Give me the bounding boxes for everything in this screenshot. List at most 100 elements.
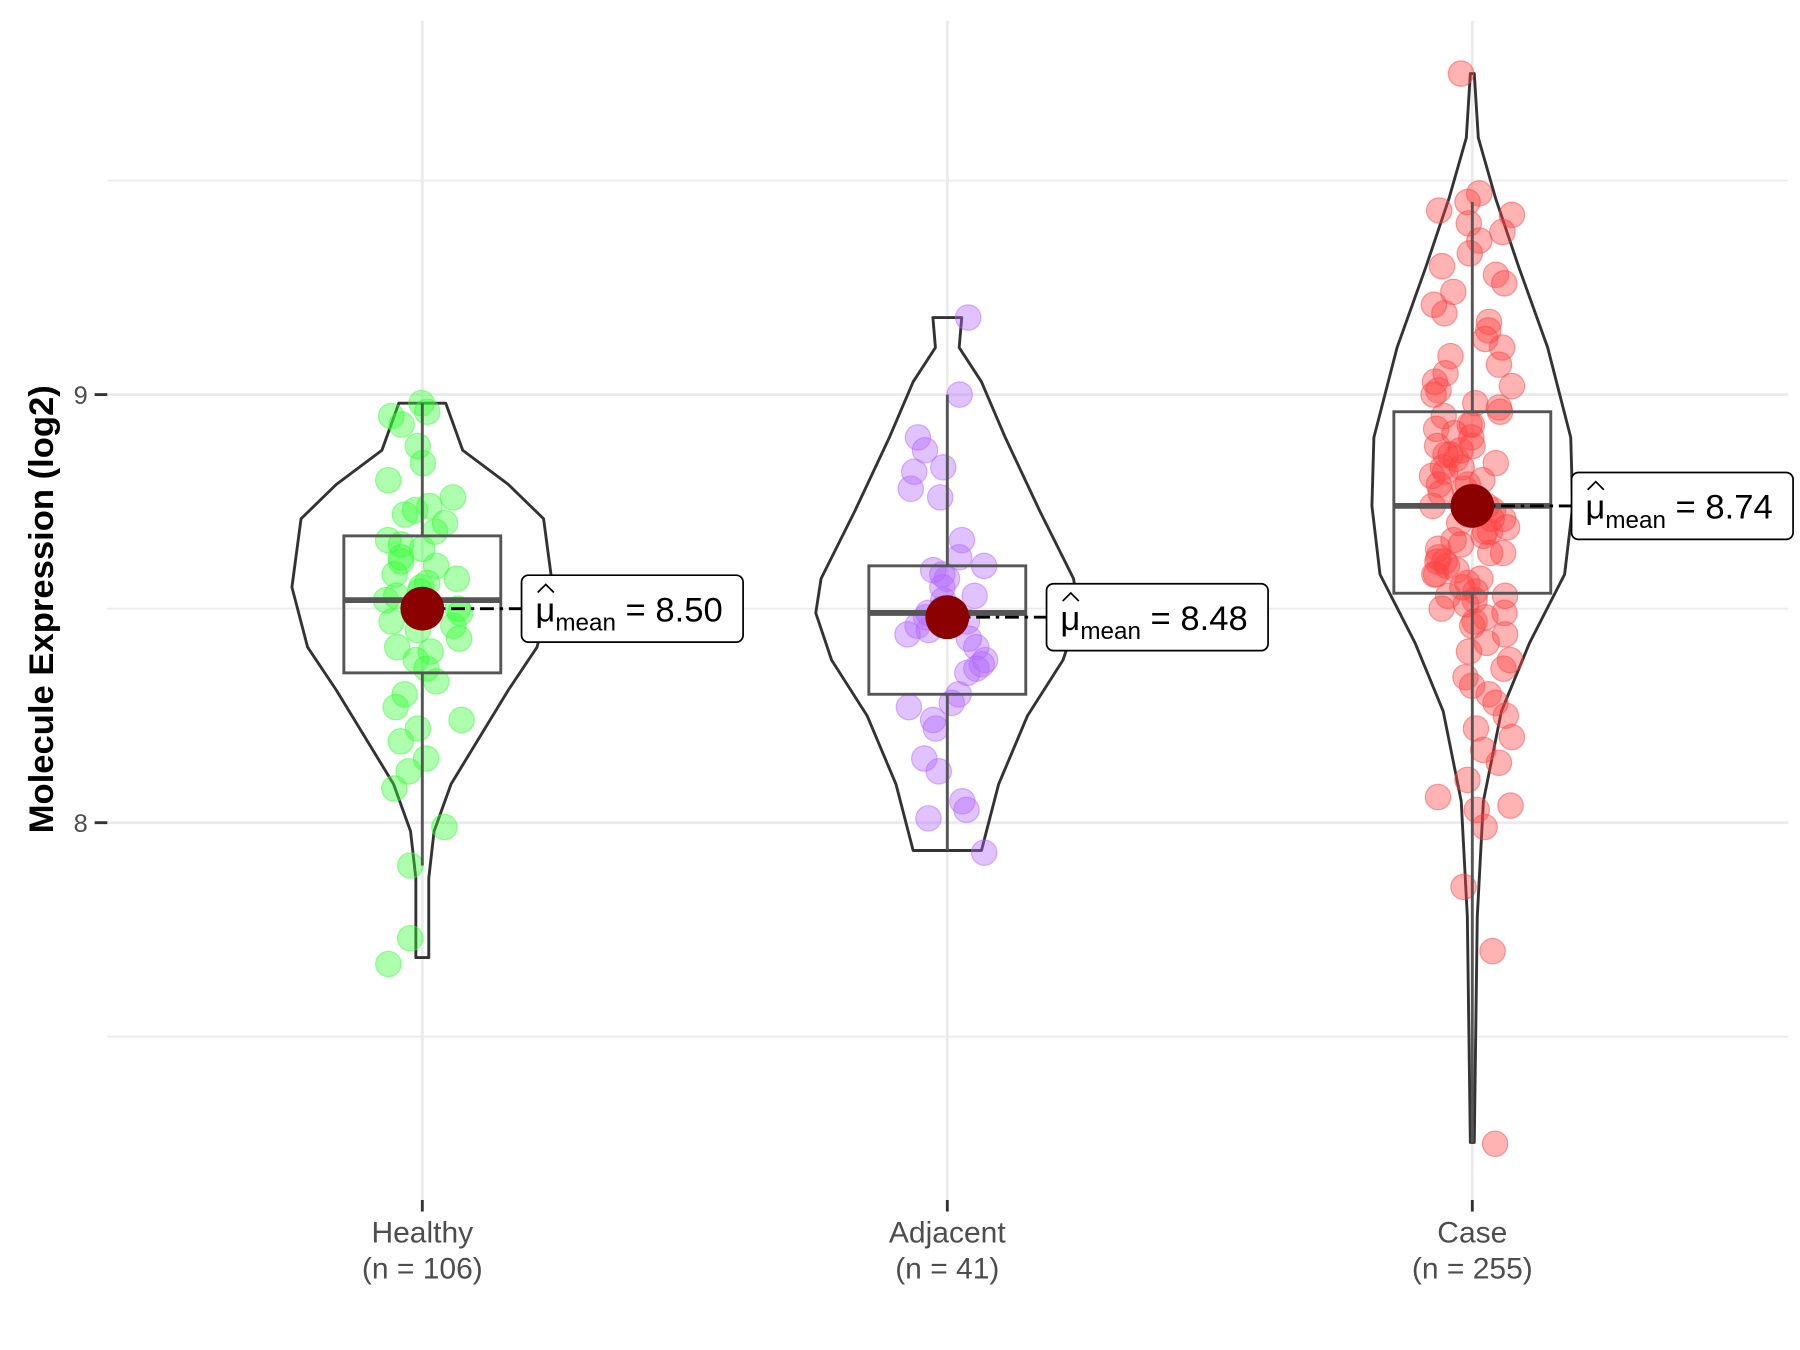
mean-label: μmean = 8.74 <box>1585 489 1772 534</box>
x-axis: Healthy (n = 106) Adjacent (n = 41) Case… <box>362 1217 1533 1286</box>
data-point <box>422 552 450 580</box>
data-point <box>374 466 402 494</box>
data-point <box>1431 300 1458 327</box>
data-point <box>387 531 415 558</box>
data-point <box>1462 715 1490 742</box>
data-point <box>894 621 921 648</box>
data-point <box>1432 441 1459 468</box>
data-point <box>382 693 409 721</box>
x-tick-n: (n = 255) <box>1412 1252 1533 1285</box>
data-point <box>1434 582 1462 610</box>
mean-point <box>400 586 445 631</box>
data-point <box>381 775 408 802</box>
box <box>867 564 1028 696</box>
data-point <box>1456 411 1483 438</box>
data-point <box>388 411 415 438</box>
data-point <box>413 398 441 426</box>
data-point <box>1461 608 1488 635</box>
data-point <box>1498 372 1526 400</box>
data-point <box>1471 813 1498 841</box>
data-point <box>915 805 942 832</box>
group-adjacent: μmean = 8.48 <box>814 304 1269 866</box>
mean-point <box>925 595 970 640</box>
data-point <box>911 436 939 464</box>
data-point <box>1462 389 1489 417</box>
data-point <box>1456 240 1484 267</box>
data-point <box>439 484 467 511</box>
y-tick-label: 8 <box>74 810 88 838</box>
data-point <box>954 304 982 331</box>
data-point <box>397 852 424 879</box>
data-point <box>948 526 976 554</box>
x-tick-label: Healthy <box>371 1217 473 1250</box>
data-point <box>1430 402 1457 430</box>
data-point <box>1459 432 1486 460</box>
data-point <box>962 633 990 661</box>
data-point <box>404 432 431 460</box>
x-tick-label: Adjacent <box>889 1217 1006 1250</box>
x-tick-label: Case <box>1437 1217 1507 1250</box>
data-point <box>417 638 444 665</box>
y-axis-title: Molecule Expression (log2) <box>23 385 61 833</box>
hat-icon <box>1062 591 1080 602</box>
data-point <box>1492 702 1520 729</box>
data-point <box>1454 188 1481 216</box>
mean-label-box <box>520 574 744 643</box>
data-point <box>1432 359 1459 387</box>
data-point <box>375 950 402 978</box>
data-point <box>953 796 980 824</box>
data-point <box>970 839 998 866</box>
data-point <box>1420 381 1447 408</box>
data-point <box>1498 201 1526 229</box>
data-point <box>1481 1130 1509 1158</box>
y-axis: 9 8 <box>74 382 88 838</box>
data-point <box>1450 873 1477 901</box>
data-point <box>1482 261 1510 289</box>
data-point <box>1448 454 1475 481</box>
data-point <box>440 612 467 640</box>
data-point <box>904 424 932 451</box>
data-point <box>1497 792 1524 819</box>
data-point <box>1475 308 1503 336</box>
data-point <box>1431 548 1458 575</box>
data-point <box>1488 334 1516 361</box>
data-point <box>1489 218 1516 246</box>
data-point <box>1455 638 1483 665</box>
data-point <box>1473 629 1500 657</box>
data-point <box>946 381 973 408</box>
mean-label: μmean = 8.50 <box>535 591 722 636</box>
data-point <box>443 565 471 592</box>
data-point <box>1425 471 1453 498</box>
violin <box>1370 72 1575 1144</box>
data-point <box>1447 531 1475 558</box>
data-point <box>378 608 405 635</box>
data-point <box>926 484 954 511</box>
hat-icon <box>537 583 555 594</box>
mean-label-box <box>1570 471 1794 541</box>
data-point <box>381 561 408 588</box>
data-point <box>1420 291 1448 318</box>
data-point <box>1485 749 1513 777</box>
data-point <box>968 651 996 678</box>
y-tick-label: 9 <box>74 382 88 410</box>
box <box>342 534 503 675</box>
data-point <box>1424 783 1452 811</box>
data-point <box>391 501 419 528</box>
data-point <box>1485 351 1513 378</box>
data-point <box>1463 796 1491 824</box>
data-point <box>377 402 405 430</box>
data-point <box>1476 539 1504 567</box>
data-point <box>396 925 424 952</box>
data-point <box>1498 723 1526 751</box>
data-point <box>1454 569 1481 597</box>
group-healthy: μmean = 8.50 <box>290 389 744 978</box>
data-point <box>895 693 923 721</box>
data-point <box>938 689 965 717</box>
data-point <box>1425 197 1453 224</box>
data-point <box>383 633 411 661</box>
violin <box>814 316 1081 852</box>
data-point <box>1490 655 1517 682</box>
mean-label: μmean = 8.48 <box>1060 600 1247 645</box>
mean-label-box <box>1045 582 1269 652</box>
mean-point <box>1450 483 1495 528</box>
